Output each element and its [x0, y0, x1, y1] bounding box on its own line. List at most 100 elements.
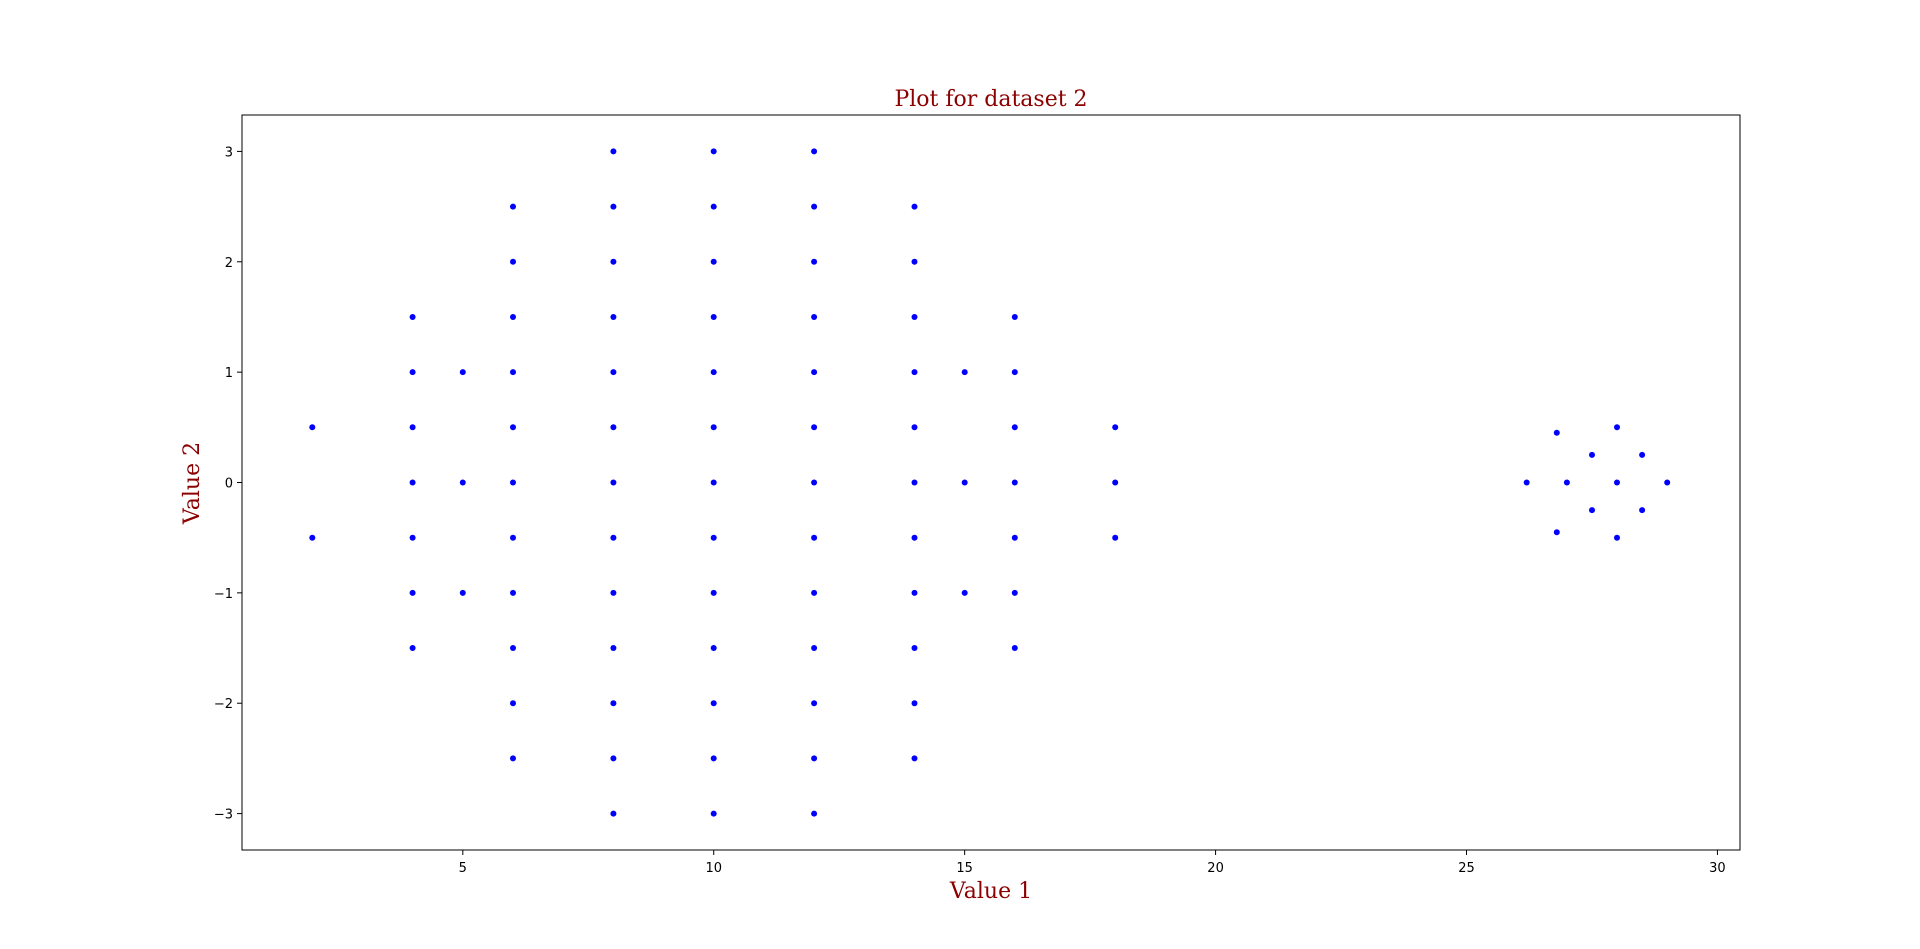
- data-point: [510, 645, 516, 651]
- data-point: [1011, 589, 1018, 596]
- data-point: [911, 755, 918, 762]
- y-tick-label: −3: [214, 808, 233, 823]
- data-point: [911, 203, 918, 210]
- data-point: [961, 589, 968, 596]
- data-point: [811, 203, 818, 210]
- data-point: [510, 479, 516, 486]
- data-point: [1553, 429, 1560, 436]
- data-point: [1011, 534, 1018, 541]
- data-point: [610, 314, 617, 320]
- data-point: [811, 258, 818, 265]
- data-point: [1589, 507, 1595, 514]
- data-point: [510, 700, 516, 707]
- data-point: [811, 314, 818, 320]
- data-point: [409, 369, 416, 376]
- data-point: [811, 479, 818, 486]
- data-point: [1011, 369, 1018, 376]
- data-point: [510, 534, 516, 541]
- data-point: [409, 645, 416, 651]
- data-point: [811, 755, 818, 762]
- y-tick-label: 0: [225, 477, 233, 492]
- data-point: [610, 589, 617, 596]
- y-tick-label: −1: [214, 587, 233, 602]
- y-tick-label: −2: [214, 697, 233, 712]
- data-point: [1639, 451, 1646, 458]
- x-tick-label: 30: [1709, 861, 1726, 876]
- data-point: [911, 314, 918, 320]
- data-point: [610, 645, 617, 651]
- plot-frame: [241, 114, 1741, 851]
- y-tick-label: 1: [225, 366, 233, 381]
- data-point: [610, 534, 617, 541]
- data-point: [409, 534, 416, 541]
- data-point: [1639, 507, 1646, 514]
- data-point: [1614, 424, 1620, 431]
- data-point: [510, 369, 516, 376]
- data-point: [911, 645, 918, 651]
- data-point: [811, 589, 818, 596]
- data-point: [710, 314, 717, 320]
- data-point: [1563, 479, 1570, 486]
- x-tick-label: 25: [1458, 861, 1475, 876]
- y-tick-label: 2: [225, 256, 233, 271]
- data-point: [911, 700, 918, 707]
- y-axis-ticks: −3 −2 −1 0 1 2 3: [214, 145, 242, 823]
- data-point: [409, 589, 416, 596]
- data-point: [911, 258, 918, 265]
- data-point: [710, 479, 717, 486]
- data-point: [710, 645, 717, 651]
- data-point: [1614, 534, 1620, 541]
- data-point: [1112, 479, 1119, 486]
- data-point: [459, 369, 466, 376]
- data-point: [510, 258, 516, 265]
- data-point: [811, 700, 818, 707]
- data-point: [510, 589, 516, 596]
- data-point: [911, 369, 918, 376]
- data-point: [309, 534, 316, 541]
- data-point: [710, 589, 717, 596]
- data-point: [911, 424, 918, 431]
- data-point: [710, 258, 717, 265]
- data-point: [1011, 314, 1018, 320]
- data-point: [1664, 479, 1671, 486]
- data-point: [610, 148, 617, 155]
- data-point: [610, 369, 617, 376]
- data-point: [961, 479, 968, 486]
- data-point: [710, 369, 717, 376]
- data-point: [811, 534, 818, 541]
- data-point: [710, 755, 717, 762]
- data-point: [610, 755, 617, 762]
- y-axis-label: Value 2: [180, 442, 205, 525]
- y-tick-label: 3: [225, 145, 233, 160]
- data-point: [710, 148, 717, 155]
- data-point: [510, 755, 516, 762]
- data-point: [710, 203, 717, 210]
- data-point: [911, 479, 918, 486]
- data-point: [309, 424, 316, 431]
- data-point: [1553, 529, 1560, 536]
- data-point: [1112, 424, 1119, 431]
- data-point: [961, 369, 968, 376]
- data-point: [710, 810, 717, 817]
- data-point: [409, 314, 416, 320]
- data-point: [610, 700, 617, 707]
- chart-title: Plot for dataset 2: [894, 87, 1087, 112]
- x-tick-label: 5: [459, 861, 467, 876]
- x-axis-ticks: 5 10 15 20 25 30: [459, 850, 1726, 876]
- data-point: [1589, 451, 1595, 458]
- data-point: [510, 314, 516, 320]
- data-point: [510, 203, 516, 210]
- data-point: [710, 700, 717, 707]
- x-tick-label: 15: [956, 861, 973, 876]
- x-axis-label: Value 1: [949, 879, 1032, 904]
- data-point: [459, 589, 466, 596]
- data-point: [409, 424, 416, 431]
- x-tick-label: 20: [1207, 861, 1224, 876]
- data-point: [811, 148, 818, 155]
- data-point: [1523, 479, 1530, 486]
- data-point: [1614, 479, 1620, 486]
- data-point: [610, 424, 617, 431]
- data-point: [911, 589, 918, 596]
- data-point: [710, 424, 717, 431]
- data-point: [610, 258, 617, 265]
